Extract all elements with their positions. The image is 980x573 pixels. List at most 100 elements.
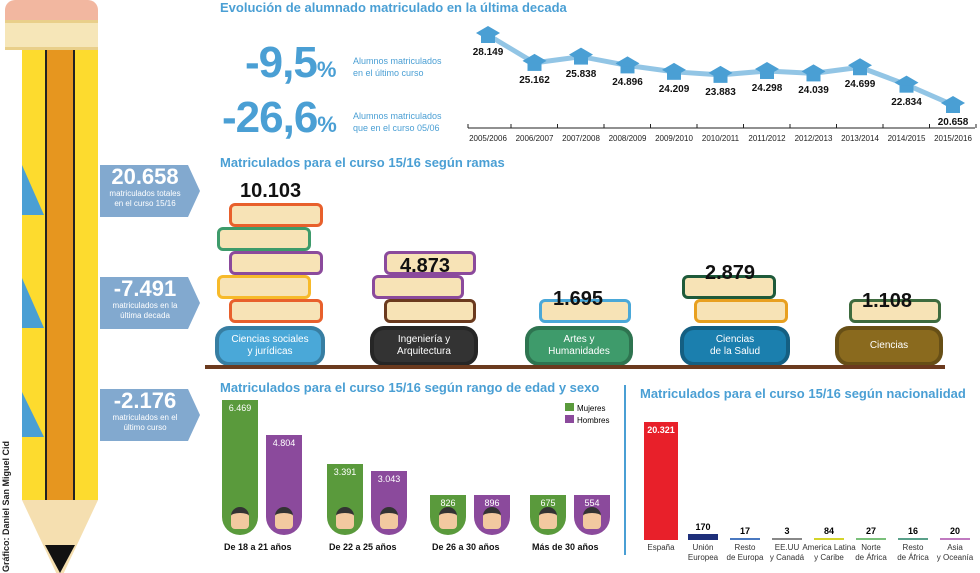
- legend-hombres: Hombres: [565, 415, 609, 425]
- nationality-label: y Oceanía: [936, 553, 974, 562]
- evolution-title: Evolución de alumnado matriculado en la …: [220, 0, 567, 15]
- bar-value: 675: [540, 498, 556, 508]
- nationality-label: Asia: [947, 543, 963, 552]
- stat-total: 20.658 matriculados totales en el curso 15…: [100, 165, 200, 217]
- graduation-cap-icon: [476, 26, 500, 43]
- student-avatar-icon: [539, 507, 557, 529]
- bar-value: 826: [440, 498, 456, 508]
- rama-label-2: Artes y Humanidades: [525, 326, 633, 366]
- stat-decade: -7.491 matriculados en la última decada: [100, 277, 200, 329]
- nationality-label: America Latina: [802, 543, 856, 552]
- stat-pct-last-caption: Alumnos matriculados en el último curso: [353, 56, 442, 78]
- age-group-label: De 22 a 25 años: [329, 542, 397, 552]
- graduation-cap-icon: [522, 53, 547, 71]
- x-tick-label: 2014/2015: [887, 134, 926, 143]
- nationality-label: EE.UU: [774, 543, 800, 552]
- rama-label-line: Ciencias sociales: [231, 334, 309, 345]
- student-avatar-icon: [231, 507, 249, 529]
- nationality-label: Resto: [902, 543, 924, 552]
- graduation-cap-icon: [894, 75, 919, 93]
- graduation-cap-icon: [708, 65, 733, 83]
- book-icon: [682, 275, 776, 299]
- x-tick-label: 2015/2016: [934, 134, 972, 143]
- graduation-cap-icon: [615, 56, 640, 74]
- book-icon: [539, 299, 631, 323]
- bar-value: 84: [823, 526, 834, 536]
- nationality-label: España: [647, 543, 675, 552]
- data-label: 28.149: [472, 47, 504, 58]
- data-label: 24.896: [612, 77, 643, 89]
- book-icon: [217, 227, 311, 251]
- rama-label-4: Ciencias: [835, 326, 943, 366]
- bar-value: 4.804: [272, 437, 296, 448]
- x-tick-label: 2009/2010: [655, 134, 693, 143]
- nationality-label: y Caribe: [814, 553, 844, 562]
- graduation-cap-icon: [848, 58, 872, 76]
- rama-label-3: Ciencias de la Salud: [680, 326, 790, 366]
- student-avatar-icon: [483, 507, 501, 529]
- book-icon: [694, 299, 788, 323]
- rama-label-text: Ciencias sociales y jurídicas: [231, 334, 308, 358]
- x-tick-label: 2010/2011: [701, 134, 740, 143]
- rama-value: 2.879: [705, 262, 756, 284]
- rama-label-text: Ingeniería y Arquitectura: [397, 334, 451, 358]
- rama-value: 1.108: [862, 290, 913, 312]
- stat-pct-decade-caption: Alumnos matriculados que en el curso 05/0…: [353, 111, 442, 133]
- rama-value: 4.873: [400, 255, 451, 277]
- x-tick-label: 2006/2007: [515, 134, 554, 143]
- bar-value: 20: [949, 526, 960, 536]
- bar-value: 896: [484, 498, 500, 508]
- bar-nationality: [898, 538, 928, 540]
- bar-value: 3.391: [333, 467, 357, 478]
- student-avatar-icon: [380, 507, 398, 529]
- rama-label-text: Ciencias de la Salud: [710, 334, 760, 358]
- data-label: 24.039: [798, 85, 829, 97]
- bar-value: 6.469: [228, 403, 252, 413]
- rama-label-line: Ciencias: [869, 340, 909, 351]
- nacionalidad-title: Matriculados para el curso 15/16 según n…: [640, 386, 966, 401]
- bar-value: 20.321: [647, 425, 675, 435]
- bar-nationality: [814, 538, 844, 540]
- nationality-label: Norte: [861, 543, 881, 552]
- bar-value: 27: [865, 526, 876, 536]
- bar-value: 3: [784, 526, 790, 536]
- rama-label-line: de la Salud: [709, 346, 761, 357]
- rama-value: 1.695: [553, 288, 604, 310]
- x-tick-label: 2012/2013: [794, 134, 833, 143]
- nationality-label: Unión: [692, 543, 714, 552]
- book-icon: [229, 203, 323, 227]
- nationality-label: de Europa: [726, 553, 764, 562]
- x-tick-label: 2008/2009: [608, 134, 647, 143]
- nationality-label: de África: [897, 553, 929, 562]
- graduation-cap-icon: [662, 62, 686, 80]
- age-group-label: De 26 a 30 años: [432, 542, 500, 552]
- bar-value: 17: [739, 526, 750, 536]
- stat-pct-last: -9,5%: [245, 38, 336, 87]
- stat-last-year: -2.176 matriculados en el último curso: [100, 389, 200, 441]
- graduation-cap-icon: [569, 47, 593, 65]
- graduation-cap-icon: [801, 64, 826, 82]
- rama-label-line: Arquitectura: [397, 346, 451, 357]
- nationality-label: Resto: [734, 543, 756, 552]
- nationality-label: y Canadá: [769, 553, 805, 562]
- data-label: 22.834: [891, 96, 922, 108]
- age-group-label: De 18 a 21 años: [224, 542, 292, 552]
- shelf: [205, 365, 945, 369]
- data-label: 24.209: [658, 83, 690, 95]
- rama-label-line: Humanidades: [548, 346, 610, 357]
- student-avatar-icon: [336, 507, 354, 529]
- book-icon: [849, 299, 941, 323]
- rama-label-text: Artes y Humanidades: [548, 334, 610, 358]
- graduation-cap-icon: [755, 61, 779, 79]
- book-icon: [229, 251, 323, 275]
- book-icon: [217, 275, 311, 299]
- data-label: 25.838: [565, 68, 597, 80]
- book-icon: [384, 299, 476, 323]
- bar-value: 554: [584, 498, 600, 508]
- student-avatar-icon: [275, 507, 293, 529]
- data-label: 23.883: [705, 86, 736, 98]
- bar-value: 3.043: [377, 474, 401, 485]
- bar-value: 16: [907, 526, 918, 536]
- student-avatar-icon: [439, 507, 457, 529]
- rama-label-line: y jurídicas: [247, 346, 293, 357]
